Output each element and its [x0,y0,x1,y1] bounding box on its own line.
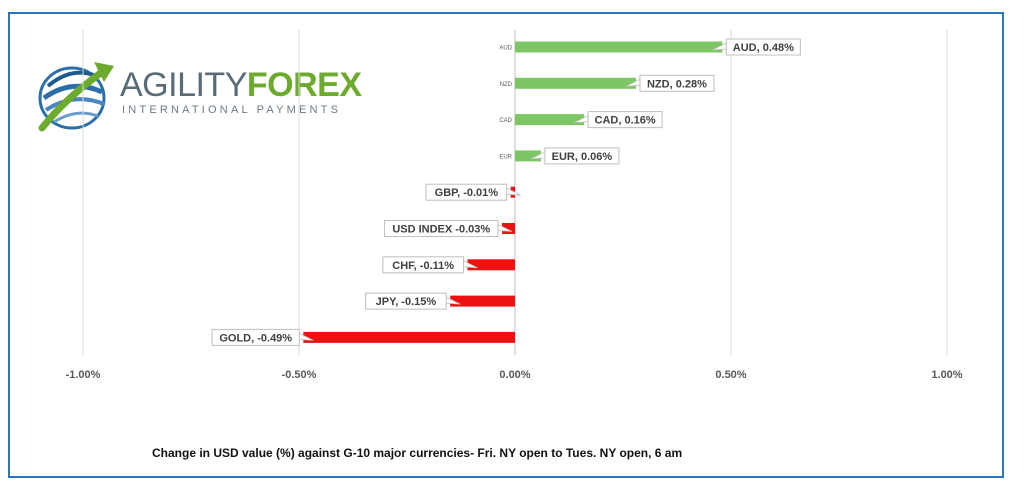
data-label: GBP, -0.01% [435,187,499,199]
category-axis-label: NZD [500,82,513,88]
data-label: NZD, 0.28% [647,78,707,90]
data-label: CAD, 0.16% [595,115,656,127]
data-label-box [425,183,508,201]
logo-tagline: INTERNATIONAL PAYMENTS [122,104,342,116]
category-axis-label: CAD [499,118,512,124]
data-label-box [544,147,620,165]
logo-wordmark: AGILITYFOREX [120,68,362,102]
data-label: AUD, 0.48% [733,42,794,54]
category-axis-label: AUD [499,46,512,52]
x-tick-label: 1.00% [931,369,962,381]
data-label-box [365,292,447,310]
chart-frame [8,12,1004,478]
x-tick-label: -0.50% [282,369,317,381]
logo-brand-agility: AGILITY [120,66,247,104]
data-label-box [383,220,499,237]
data-label: CHF, -0.11% [392,260,454,272]
data-label-box [725,38,801,56]
bar [515,114,585,126]
data-label: USD INDEX -0.03% [392,224,490,236]
globe-arrow-icon [38,62,114,132]
bar [467,259,515,271]
logo-brand-forex: FOREX [246,66,362,104]
bar [515,77,636,89]
x-tick-label: -1.00% [66,369,101,381]
data-label: JPY, -0.15% [376,296,437,308]
bar [450,295,515,307]
chart-caption: Change in USD value (%) against G-10 maj… [152,446,683,460]
category-axis-label: EUR [499,154,512,160]
data-label-box [382,256,464,274]
x-tick-label: 0.00% [499,369,530,381]
bar [303,331,515,343]
bar [515,41,723,53]
data-label-box [587,111,663,129]
data-label: EUR, 0.06% [552,151,613,163]
bar [515,150,541,162]
data-label: GOLD, -0.49% [219,332,292,344]
agility-forex-logo: AGILITYFOREX INTERNATIONAL PAYMENTS [36,54,362,134]
bar [502,223,515,234]
data-label-box [639,74,715,92]
data-label-box [211,328,300,346]
x-tick-label: 0.50% [715,369,746,381]
